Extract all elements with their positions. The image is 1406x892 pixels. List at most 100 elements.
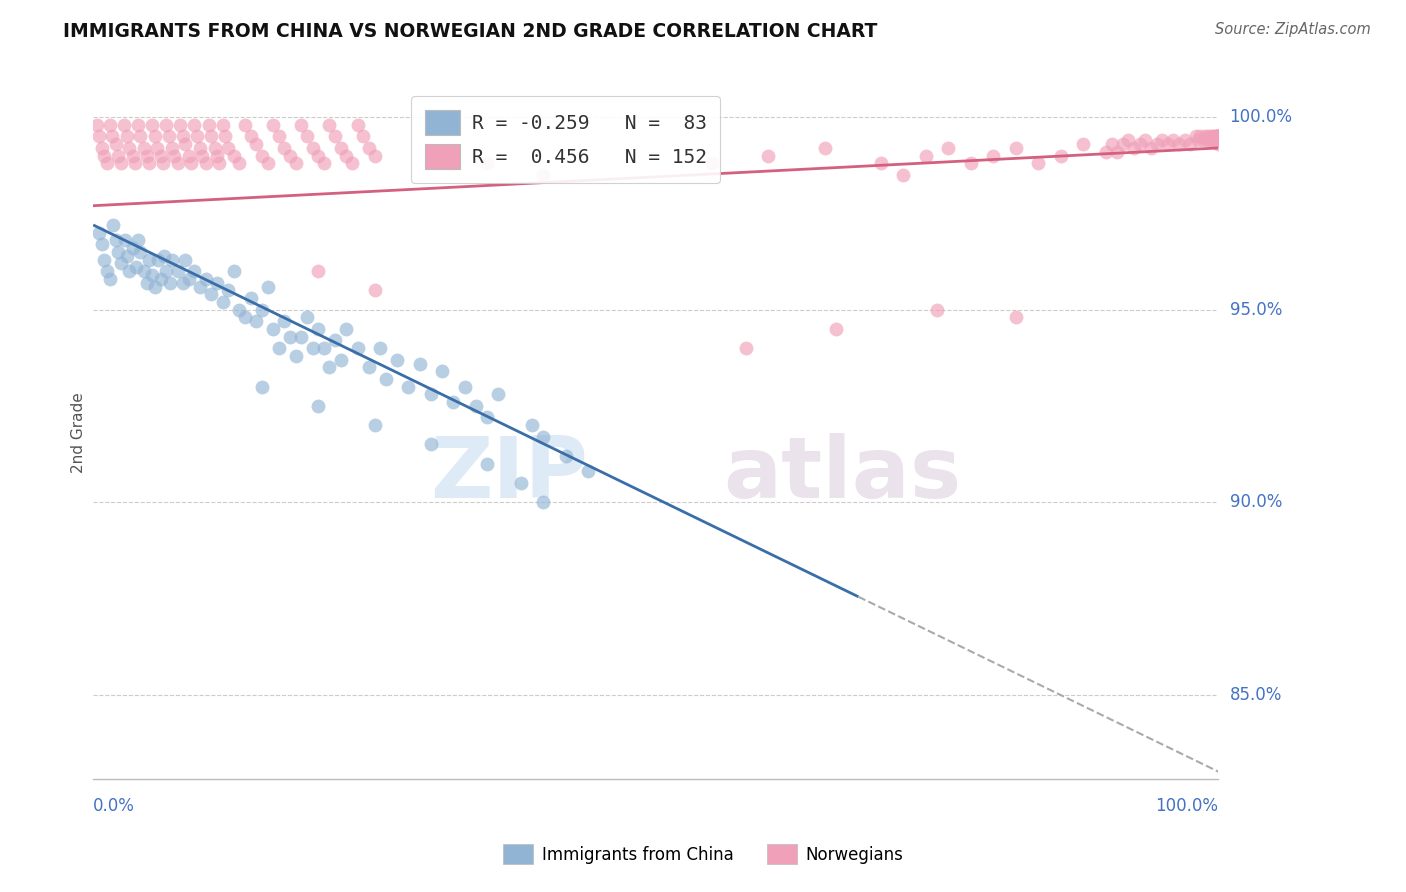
Text: 100.0%: 100.0% — [1230, 108, 1292, 126]
Point — [149, 272, 172, 286]
Point — [127, 233, 149, 247]
Point — [419, 387, 441, 401]
Point — [132, 264, 155, 278]
Point — [1191, 133, 1213, 147]
Point — [329, 141, 352, 155]
Point — [814, 141, 837, 155]
Point — [475, 410, 498, 425]
Point — [180, 156, 202, 170]
Point — [239, 129, 262, 144]
Point — [273, 141, 295, 155]
Point — [1028, 156, 1050, 170]
Point — [938, 141, 960, 155]
Point — [124, 156, 146, 170]
Point — [1185, 129, 1208, 144]
Point — [1197, 133, 1219, 147]
Point — [155, 264, 177, 278]
Point — [149, 149, 172, 163]
Point — [284, 349, 307, 363]
Point — [233, 118, 256, 132]
Point — [346, 341, 368, 355]
Point — [194, 156, 217, 170]
Point — [205, 149, 228, 163]
Point — [1005, 310, 1028, 325]
Point — [217, 284, 239, 298]
Point — [222, 149, 245, 163]
Point — [138, 252, 160, 267]
Point — [734, 341, 756, 355]
Point — [1208, 137, 1230, 152]
Point — [118, 264, 141, 278]
Point — [256, 156, 278, 170]
Point — [1208, 133, 1230, 147]
Point — [1107, 145, 1129, 159]
Point — [357, 141, 380, 155]
Point — [1208, 133, 1230, 147]
Point — [486, 387, 509, 401]
Point — [531, 430, 554, 444]
Point — [233, 310, 256, 325]
Point — [915, 149, 938, 163]
Point — [1157, 137, 1180, 152]
Point — [152, 156, 174, 170]
Point — [91, 237, 114, 252]
Point — [87, 226, 110, 240]
Point — [1197, 129, 1219, 144]
Point — [1146, 137, 1168, 152]
Point — [204, 141, 226, 155]
Point — [118, 141, 141, 155]
Point — [385, 352, 408, 367]
Point — [250, 149, 273, 163]
Point — [1189, 129, 1212, 144]
Point — [121, 241, 143, 255]
Point — [107, 149, 129, 163]
Point — [1112, 137, 1135, 152]
Point — [188, 141, 211, 155]
Point — [132, 141, 155, 155]
Point — [138, 156, 160, 170]
Point — [1101, 137, 1123, 152]
Point — [188, 279, 211, 293]
Point — [169, 118, 191, 132]
Point — [153, 249, 176, 263]
Point — [1194, 129, 1216, 144]
Point — [143, 279, 166, 293]
Point — [1140, 141, 1163, 155]
Point — [284, 156, 307, 170]
Point — [1208, 133, 1230, 147]
Point — [1123, 141, 1146, 155]
Point — [256, 279, 278, 293]
Point — [1208, 129, 1230, 144]
Point — [1205, 129, 1227, 144]
Point — [825, 322, 848, 336]
Point — [194, 272, 217, 286]
Point — [318, 360, 340, 375]
Point — [222, 264, 245, 278]
Point — [290, 329, 312, 343]
Point — [191, 149, 214, 163]
Point — [214, 129, 236, 144]
Point — [756, 149, 779, 163]
Point — [1208, 133, 1230, 147]
Point — [174, 252, 197, 267]
Point — [166, 264, 188, 278]
Point — [155, 118, 177, 132]
Point — [441, 395, 464, 409]
Point — [208, 156, 231, 170]
Point — [323, 334, 346, 348]
Point — [250, 302, 273, 317]
Point — [101, 129, 124, 144]
Point — [239, 291, 262, 305]
Point — [278, 149, 301, 163]
Point — [700, 156, 723, 170]
Point — [163, 149, 186, 163]
Point — [363, 149, 385, 163]
Point — [115, 129, 138, 144]
Point — [87, 129, 110, 144]
Point — [554, 449, 576, 463]
Point — [1118, 133, 1140, 147]
Point — [1135, 133, 1157, 147]
Point — [340, 156, 363, 170]
Point — [307, 264, 329, 278]
Point — [211, 295, 233, 310]
